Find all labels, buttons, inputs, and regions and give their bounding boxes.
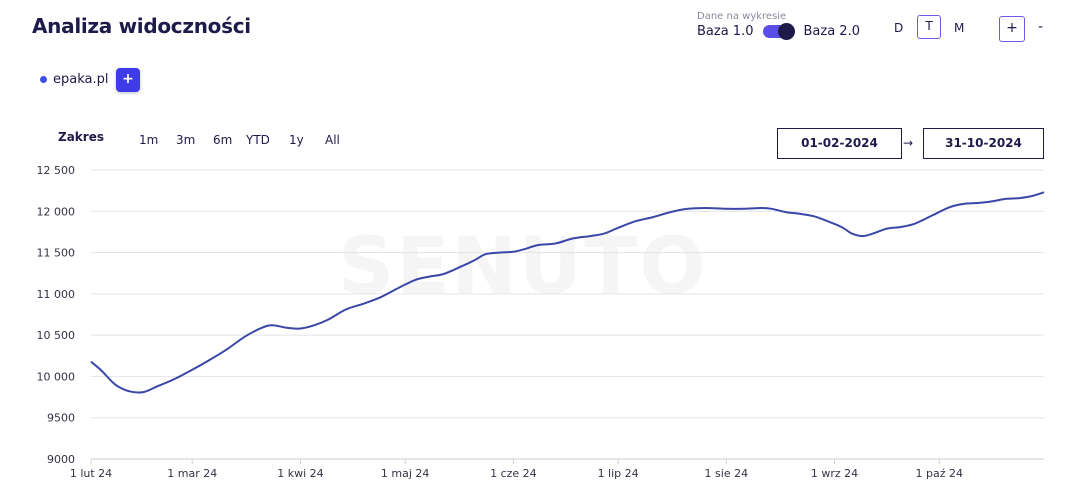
y-tick-label: 11 000 xyxy=(37,288,76,301)
add-domain-button[interactable]: + xyxy=(116,68,140,92)
y-tick-label: 10 000 xyxy=(37,370,76,383)
range-all-button[interactable]: All xyxy=(325,133,340,147)
series-line-epaka xyxy=(90,191,1045,394)
x-tick-label: 1 mar 24 xyxy=(167,467,217,480)
toggle-label-left: Baza 1.0 xyxy=(697,24,754,39)
x-tick-label: 1 wrz 24 xyxy=(811,467,858,480)
database-toggle: Dane na wykresie Baza 1.0 Baza 2.0 xyxy=(697,11,860,40)
date-from-input[interactable]: 01-02-2024 xyxy=(777,128,902,159)
page-title: Analiza widoczności xyxy=(32,14,251,38)
y-tick-label: 11 500 xyxy=(37,247,76,260)
period-day-button[interactable]: D xyxy=(894,21,904,35)
x-tick-label: 1 lip 24 xyxy=(598,467,639,480)
database-switch[interactable] xyxy=(763,23,796,40)
range-ytd-button[interactable]: YTD xyxy=(246,133,270,147)
date-range-arrow: → xyxy=(903,136,914,150)
domain-name: epaka.pl xyxy=(53,72,109,87)
toggle-label-right: Baza 2.0 xyxy=(803,24,860,39)
range-label: Zakres xyxy=(58,130,104,144)
y-tick-label: 12 000 xyxy=(37,205,76,218)
domain-legend-item[interactable]: epaka.pl xyxy=(40,72,108,87)
x-tick-label: 1 lut 24 xyxy=(70,467,112,480)
y-tick-label: 12 500 xyxy=(37,164,76,177)
switch-knob[interactable] xyxy=(778,23,796,40)
domain-color-dot xyxy=(40,76,47,83)
x-tick-label: 1 kwi 24 xyxy=(277,467,323,480)
range-1m-button[interactable]: 1m xyxy=(139,133,159,147)
date-to-input[interactable]: 31-10-2024 xyxy=(923,128,1044,159)
period-week-button[interactable]: T xyxy=(917,15,941,39)
toggle-caption: Dane na wykresie xyxy=(697,11,787,22)
y-tick-label: 9500 xyxy=(47,412,75,425)
range-1y-button[interactable]: 1y xyxy=(289,133,304,147)
x-tick-label: 1 paź 24 xyxy=(916,467,964,480)
range-3m-button[interactable]: 3m xyxy=(176,133,196,147)
x-tick-label: 1 maj 24 xyxy=(381,467,430,480)
zoom-out-button[interactable]: - xyxy=(1038,19,1044,35)
zoom-in-button[interactable]: + xyxy=(999,16,1025,42)
x-tick-label: 1 sie 24 xyxy=(705,467,749,480)
y-tick-label: 9000 xyxy=(47,453,75,466)
y-tick-label: 10 500 xyxy=(37,329,76,342)
x-tick-label: 1 cze 24 xyxy=(490,467,537,480)
period-month-button[interactable]: M xyxy=(954,21,965,35)
range-6m-button[interactable]: 6m xyxy=(213,133,233,147)
